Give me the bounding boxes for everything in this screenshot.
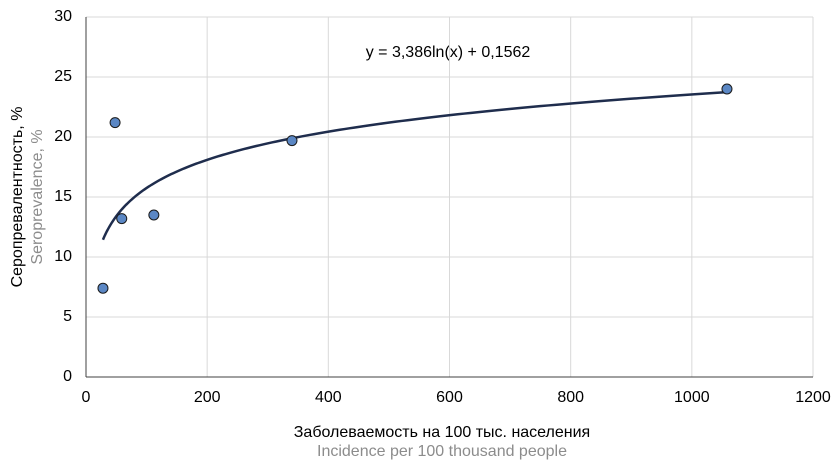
data-point — [286, 135, 298, 147]
x-tick-label: 800 — [557, 389, 584, 406]
y-tick-label: 30 — [54, 8, 72, 25]
x-tick-label: 1200 — [795, 389, 831, 406]
trendline-equation: y = 3,386ln(x) + 0,1562 — [366, 44, 531, 61]
y-tick-label: 20 — [54, 128, 72, 145]
data-point — [109, 117, 121, 129]
y-tick-label: 0 — [63, 368, 72, 385]
trendline — [101, 90, 728, 241]
y-tick-label: 10 — [54, 248, 72, 265]
x-tick-label: 0 — [82, 389, 91, 406]
data-point — [148, 209, 160, 221]
x-tick-label: 200 — [194, 389, 221, 406]
data-point — [116, 213, 128, 225]
y-axis-label: Серопревалентность, % — [9, 107, 26, 288]
x-tick-label: 600 — [436, 389, 463, 406]
x-tick-label: 400 — [315, 389, 342, 406]
x-tick-label: 1000 — [674, 389, 710, 406]
y-tick-label: 5 — [63, 308, 72, 325]
y-axis-label-en: Seroprevalence, % — [29, 129, 46, 264]
x-axis-label: Заболеваемость на 100 тыс. населения — [294, 424, 590, 441]
y-tick-label: 25 — [54, 68, 72, 85]
data-point — [97, 282, 109, 294]
data-point — [721, 83, 733, 95]
x-axis-label-en: Incidence per 100 thousand people — [317, 443, 567, 460]
y-tick-label: 15 — [54, 188, 72, 205]
